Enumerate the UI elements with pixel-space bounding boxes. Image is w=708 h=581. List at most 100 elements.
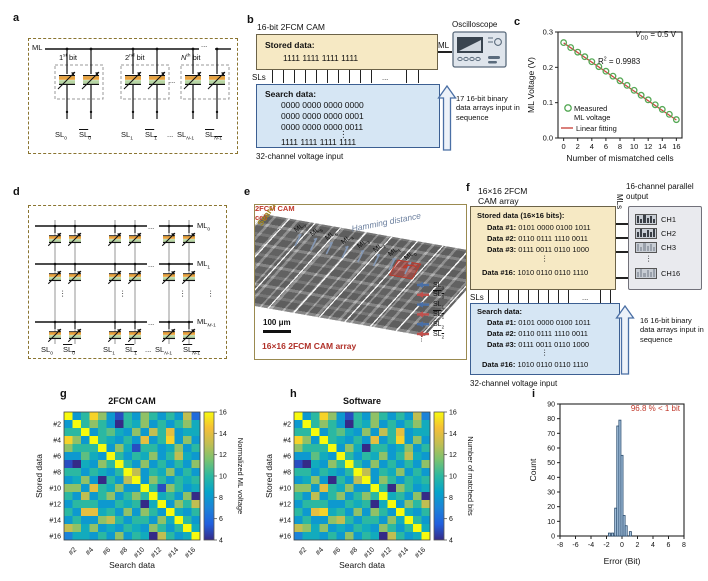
vdots: ⋮ bbox=[119, 289, 127, 298]
fecap-icon bbox=[207, 71, 226, 90]
ml-label: ML0 bbox=[197, 221, 211, 233]
input-caption-f: 32-channel voltage input bbox=[470, 379, 558, 388]
svg-text:0.2: 0.2 bbox=[543, 63, 553, 72]
f-title-2: CAM array bbox=[478, 196, 519, 206]
svg-text:#2: #2 bbox=[68, 546, 79, 557]
waveform-thumbnail bbox=[635, 267, 657, 279]
sl-tick-line bbox=[568, 290, 570, 303]
svg-text:4: 4 bbox=[651, 542, 655, 549]
sl-arrow-label: SL0 bbox=[433, 281, 445, 290]
sl-tick-line bbox=[316, 70, 318, 83]
i-ylabel: Count bbox=[528, 458, 538, 481]
vdd-annotation: VDD = 0.5 V bbox=[635, 30, 676, 42]
vdots: ⋮ bbox=[207, 289, 215, 298]
svg-text:6: 6 bbox=[604, 142, 608, 151]
svg-text:#16: #16 bbox=[49, 534, 61, 541]
channel-output-box: CH1 CH2 CH3 ⋮ CH16 bbox=[628, 206, 702, 290]
panel-h-label: h bbox=[290, 388, 297, 400]
svg-text:16: 16 bbox=[672, 142, 680, 151]
sl-arrow-label: SL2 bbox=[433, 320, 445, 330]
search-title-f: Search data: bbox=[477, 307, 523, 316]
sl-tick-line bbox=[600, 290, 602, 303]
search-row-val: 0110 0111 1110 0011 bbox=[518, 329, 588, 338]
sl-label: SLN-1 bbox=[205, 130, 223, 142]
vdots-f1: ⋮ bbox=[541, 254, 549, 263]
sl-tick-line bbox=[488, 290, 490, 303]
sl-label: ... bbox=[145, 345, 152, 354]
circuit-d-drawing bbox=[35, 220, 196, 344]
svg-text:#6: #6 bbox=[102, 546, 113, 557]
fecap-icon bbox=[161, 328, 176, 343]
scalebar-label: 100 μm bbox=[263, 318, 291, 327]
svg-text:#8: #8 bbox=[349, 546, 360, 557]
svg-text:8: 8 bbox=[682, 542, 686, 549]
svg-text:-6: -6 bbox=[572, 542, 578, 549]
f-title-1: 16×16 2FCM bbox=[478, 186, 528, 196]
fecap-icon bbox=[123, 71, 142, 90]
channel-label: CH2 bbox=[661, 228, 677, 238]
legend-marker-circle bbox=[564, 104, 572, 112]
sl-tick-line bbox=[418, 70, 420, 83]
svg-text:#4: #4 bbox=[53, 438, 61, 445]
sl-tick-line bbox=[538, 290, 540, 303]
svg-text:6: 6 bbox=[219, 516, 223, 523]
cam-16bit-title: 16-bit 2FCM CAM bbox=[257, 22, 326, 32]
svg-text:0.3: 0.3 bbox=[543, 28, 553, 37]
ml-arrow-label: ML2 bbox=[371, 242, 387, 255]
micrograph-floor bbox=[255, 337, 466, 359]
svg-text:-4: -4 bbox=[588, 542, 594, 549]
search-last-val: 1010 0110 0110 1110 bbox=[517, 360, 589, 369]
sl-tick-line bbox=[305, 70, 307, 83]
svg-text:#14: #14 bbox=[397, 546, 410, 559]
fecap-icon bbox=[183, 71, 202, 90]
stored-row-val: 0101 0000 0100 1011 bbox=[518, 223, 591, 232]
heatmap-xlabel: Search data bbox=[109, 560, 155, 570]
svg-text:12: 12 bbox=[449, 452, 457, 459]
waveform-thumbnail bbox=[635, 241, 657, 253]
i-xlabel: Error (Bit) bbox=[604, 556, 641, 566]
sl-label: SL1 bbox=[145, 130, 157, 142]
circuit-a-labels: ML... 1st bit 2nd bit Nth bit... SL0 SL0 SL1 SL… bbox=[29, 39, 237, 153]
svg-text:Measured: Measured bbox=[574, 104, 607, 113]
circuit-a-drawing bbox=[45, 47, 231, 119]
ml-arrow-label: ML0 bbox=[403, 250, 418, 263]
sl-tick-line bbox=[518, 290, 520, 303]
c-ylabel: ML Voltage (V) bbox=[526, 57, 536, 113]
svg-text:#8: #8 bbox=[53, 470, 61, 477]
sl-arrow-label: SL0 bbox=[433, 291, 445, 300]
ml-wire bbox=[616, 223, 628, 225]
cam-heatmap: 2FCM CAM#2#2#4#4#6#6#8#8#10#10#12#12#14#… bbox=[34, 396, 245, 570]
channel-label: CH3 bbox=[661, 242, 677, 252]
svg-text:60: 60 bbox=[547, 446, 555, 453]
ml-arrow-label: ML7 bbox=[293, 222, 308, 235]
oscilloscope-label: Oscilloscope bbox=[452, 20, 498, 29]
parallel-output-label: 16-channel parallel output bbox=[626, 182, 694, 201]
svg-text:8: 8 bbox=[449, 495, 453, 502]
search-row-key: Data #3: bbox=[487, 340, 517, 349]
search-row-val: 0111 0011 0110 1000 bbox=[518, 340, 590, 349]
svg-text:Linear fitting: Linear fitting bbox=[576, 124, 617, 133]
bit-label: Nth bit bbox=[181, 53, 201, 62]
colorbar-label: Number of matched bits bbox=[466, 436, 475, 516]
heatmap-title: 2FCM CAM bbox=[108, 396, 156, 406]
sl-tick-line bbox=[272, 70, 274, 83]
fecap-icon bbox=[181, 270, 196, 285]
ml-wire bbox=[616, 237, 628, 239]
svg-text:90: 90 bbox=[547, 402, 555, 409]
sl-tick-lines-b: ... bbox=[270, 70, 432, 83]
svg-text:-2: -2 bbox=[603, 542, 609, 549]
svg-text:70: 70 bbox=[547, 431, 555, 438]
mls-label-f: MLs bbox=[615, 194, 624, 210]
sl-tick-line bbox=[349, 70, 351, 83]
ml-label-b: ML bbox=[438, 41, 450, 50]
fecap-icon bbox=[81, 71, 100, 90]
sl-label: ... bbox=[167, 130, 174, 139]
svg-text:#4: #4 bbox=[85, 546, 96, 557]
error-histogram: 0 10 20 30 40 50 60 70 80 90 -8 -6 -4 -2 0 2 4 6 8 Count Err… bbox=[528, 402, 686, 567]
svg-text:ML voltage: ML voltage bbox=[574, 113, 610, 122]
micrograph-arrows bbox=[294, 233, 429, 337]
fecap-icon bbox=[127, 270, 142, 285]
sl-tick-line bbox=[283, 70, 285, 83]
svg-text:8: 8 bbox=[219, 495, 223, 502]
